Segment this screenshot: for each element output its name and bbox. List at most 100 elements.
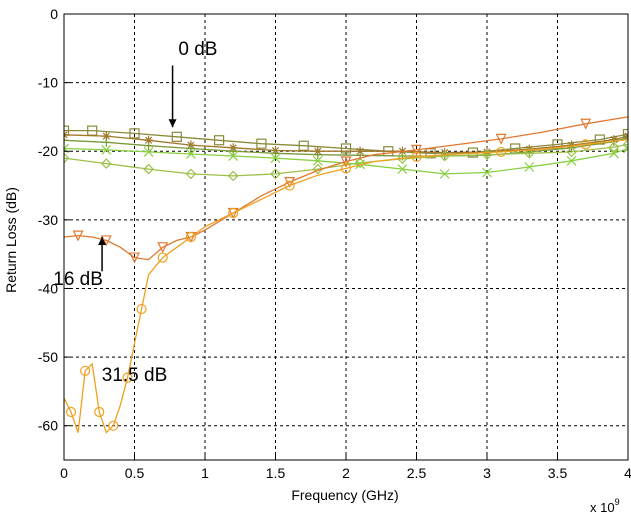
series-marker-diamond [227, 170, 239, 182]
series-marker-diamond [143, 163, 154, 175]
series-marker-plus [313, 150, 323, 160]
series-marker-square [214, 135, 225, 146]
series-marker-x [312, 155, 323, 166]
series-marker-diamond [397, 153, 408, 165]
series-marker-diamond [185, 168, 197, 180]
annotations: 0 dB 16 dB 31.5 dB [53, 39, 217, 386]
y-tick-label: -30 [38, 212, 58, 228]
series-marker-diamond [523, 147, 535, 159]
x-tick-label: 0.5 [125, 465, 145, 481]
series-marker-circle [185, 231, 196, 243]
series-line [64, 138, 628, 434]
series-marker-plus [186, 143, 196, 153]
series-marker-triangle [340, 156, 352, 168]
series-marker-x [524, 162, 535, 172]
x-tick-label: 1.5 [266, 465, 286, 481]
series-layer [64, 116, 628, 434]
series-7 [64, 138, 628, 434]
series-marker-square [340, 143, 352, 154]
series-marker-triangle [580, 118, 592, 130]
series-marker-plus [144, 141, 154, 151]
series-marker-x [270, 153, 281, 164]
y-tick-label: 0 [50, 6, 58, 22]
y-tick-label: -20 [38, 143, 58, 159]
grid-lines [64, 14, 628, 460]
x-axis-exponent: x 109 [590, 497, 620, 515]
series-marker-circle [122, 372, 133, 383]
series-marker-circle [580, 139, 591, 150]
series-marker-square [129, 128, 140, 139]
series-marker-x [482, 167, 492, 178]
series-line [64, 129, 628, 154]
x-tick-label: 1 [201, 465, 209, 481]
x-axis-label: Frequency (GHz) [291, 487, 398, 503]
series-marker-square [298, 140, 309, 151]
series-marker-x [397, 164, 408, 174]
series-marker-circle [80, 365, 91, 376]
y-tick-label: -40 [38, 280, 58, 296]
series-marker-circle [496, 146, 507, 158]
annotation-arrowhead [98, 237, 107, 245]
x-tick-label: 3.5 [548, 465, 568, 481]
annotation-arrowhead [168, 119, 177, 128]
x-tick-label: 4 [624, 465, 631, 481]
series-marker-plus [101, 137, 111, 147]
series-marker-circle [157, 252, 168, 263]
series-marker-circle [228, 207, 239, 219]
x-tick-label: 0 [60, 465, 68, 481]
series-marker-triangle [157, 242, 169, 254]
x-tick-label: 3 [483, 465, 491, 481]
series-marker-triangle [72, 230, 84, 242]
series-marker-star [101, 131, 111, 141]
series-marker-circle [94, 406, 105, 418]
series-marker-x [566, 155, 577, 166]
x-tick-label: 2 [342, 465, 350, 481]
series-marker-x [101, 144, 112, 155]
series-marker-square [256, 138, 267, 149]
series-marker-star [144, 135, 154, 145]
series-marker-circle [284, 180, 295, 191]
series-marker-circle [340, 163, 352, 174]
series-marker-triangle [129, 252, 140, 264]
y-tick-label: -60 [38, 418, 58, 434]
series-line [64, 143, 628, 177]
y-axis-label: Return Loss (dB) [3, 187, 19, 293]
series-marker-diamond [270, 168, 281, 180]
annotation-label: 31.5 dB [102, 365, 168, 386]
series-marker-x [439, 168, 450, 179]
series-marker-diamond [622, 139, 628, 150]
series-marker-plus [271, 148, 280, 158]
annotation-label: 16 dB [53, 269, 103, 290]
series-marker-triangle [100, 235, 112, 247]
series-marker-diamond [64, 152, 70, 164]
series-marker-x [623, 143, 628, 154]
series-marker-plus [228, 146, 238, 156]
series-marker-plus [64, 135, 69, 145]
series-marker-diamond [566, 146, 577, 158]
axis-ticks: 0 0.5 1 1.5 2 2.5 3 3.5 4 0 -10 -20 -30 -40 -50 -60 [38, 6, 631, 481]
annotation-label: 0 dB [178, 39, 217, 60]
series-3 [64, 133, 628, 161]
series-marker-x [143, 146, 154, 157]
series-marker-x [355, 159, 366, 170]
series-marker-x [608, 148, 619, 159]
series-marker-circle [65, 406, 77, 418]
series-marker-circle [108, 420, 119, 431]
series-marker-x [185, 149, 196, 159]
series-marker-diamond [312, 163, 324, 175]
series-marker-diamond [608, 141, 620, 153]
series-marker-circle [136, 303, 147, 315]
series-marker-x [228, 151, 239, 161]
x-tick-label: 2.5 [407, 465, 427, 481]
series-marker-square [64, 125, 70, 136]
series-marker-plus [623, 133, 628, 143]
y-tick-label: -10 [38, 75, 58, 91]
y-tick-label: -50 [38, 349, 58, 365]
series-marker-square [171, 131, 182, 142]
series-marker-square [622, 128, 628, 140]
series-marker-triangle [411, 144, 422, 156]
series-marker-triangle [495, 133, 507, 145]
series-marker-diamond [100, 158, 112, 169]
series-marker-square [425, 148, 436, 159]
